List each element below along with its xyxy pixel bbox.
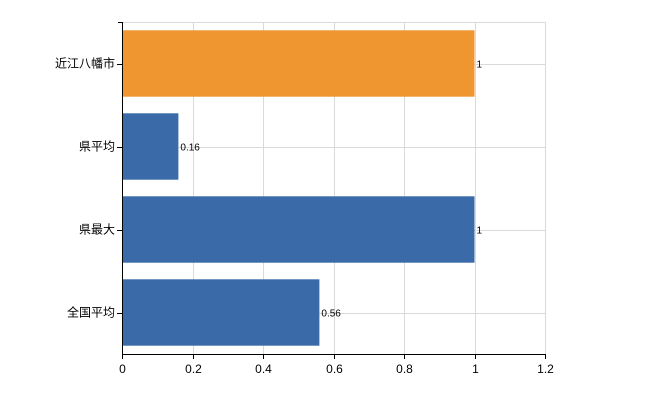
bar [122, 279, 320, 346]
x-tick-label: 0.8 [396, 362, 413, 376]
x-tick-label: 0 [119, 362, 126, 376]
data-label: 1 [477, 60, 483, 71]
y-tick-label: 県最大 [79, 223, 115, 237]
x-tick-label: 1.2 [537, 362, 554, 376]
x-axis-ticks: 0 0.2 0.4 0.6 0.8 1 1.2 [119, 354, 554, 376]
bar [122, 196, 475, 263]
bar [122, 113, 179, 180]
x-tick-label: 1 [472, 362, 479, 376]
y-tick-label: 県平均 [79, 140, 115, 154]
data-label: 0.56 [321, 309, 341, 320]
data-labels: 1 0.16 1 0.56 [180, 60, 482, 320]
x-tick-label: 0.4 [255, 362, 272, 376]
axes [118, 22, 546, 355]
y-tick-label: 全国平均 [67, 305, 115, 320]
data-label: 1 [477, 226, 483, 237]
data-label: 0.16 [180, 143, 200, 154]
x-tick-label: 0.2 [185, 362, 202, 376]
x-tick-label: 0.6 [326, 362, 343, 376]
bar [122, 30, 475, 97]
bars [122, 30, 475, 346]
y-tick-label: 近江八幡市 [55, 56, 115, 71]
